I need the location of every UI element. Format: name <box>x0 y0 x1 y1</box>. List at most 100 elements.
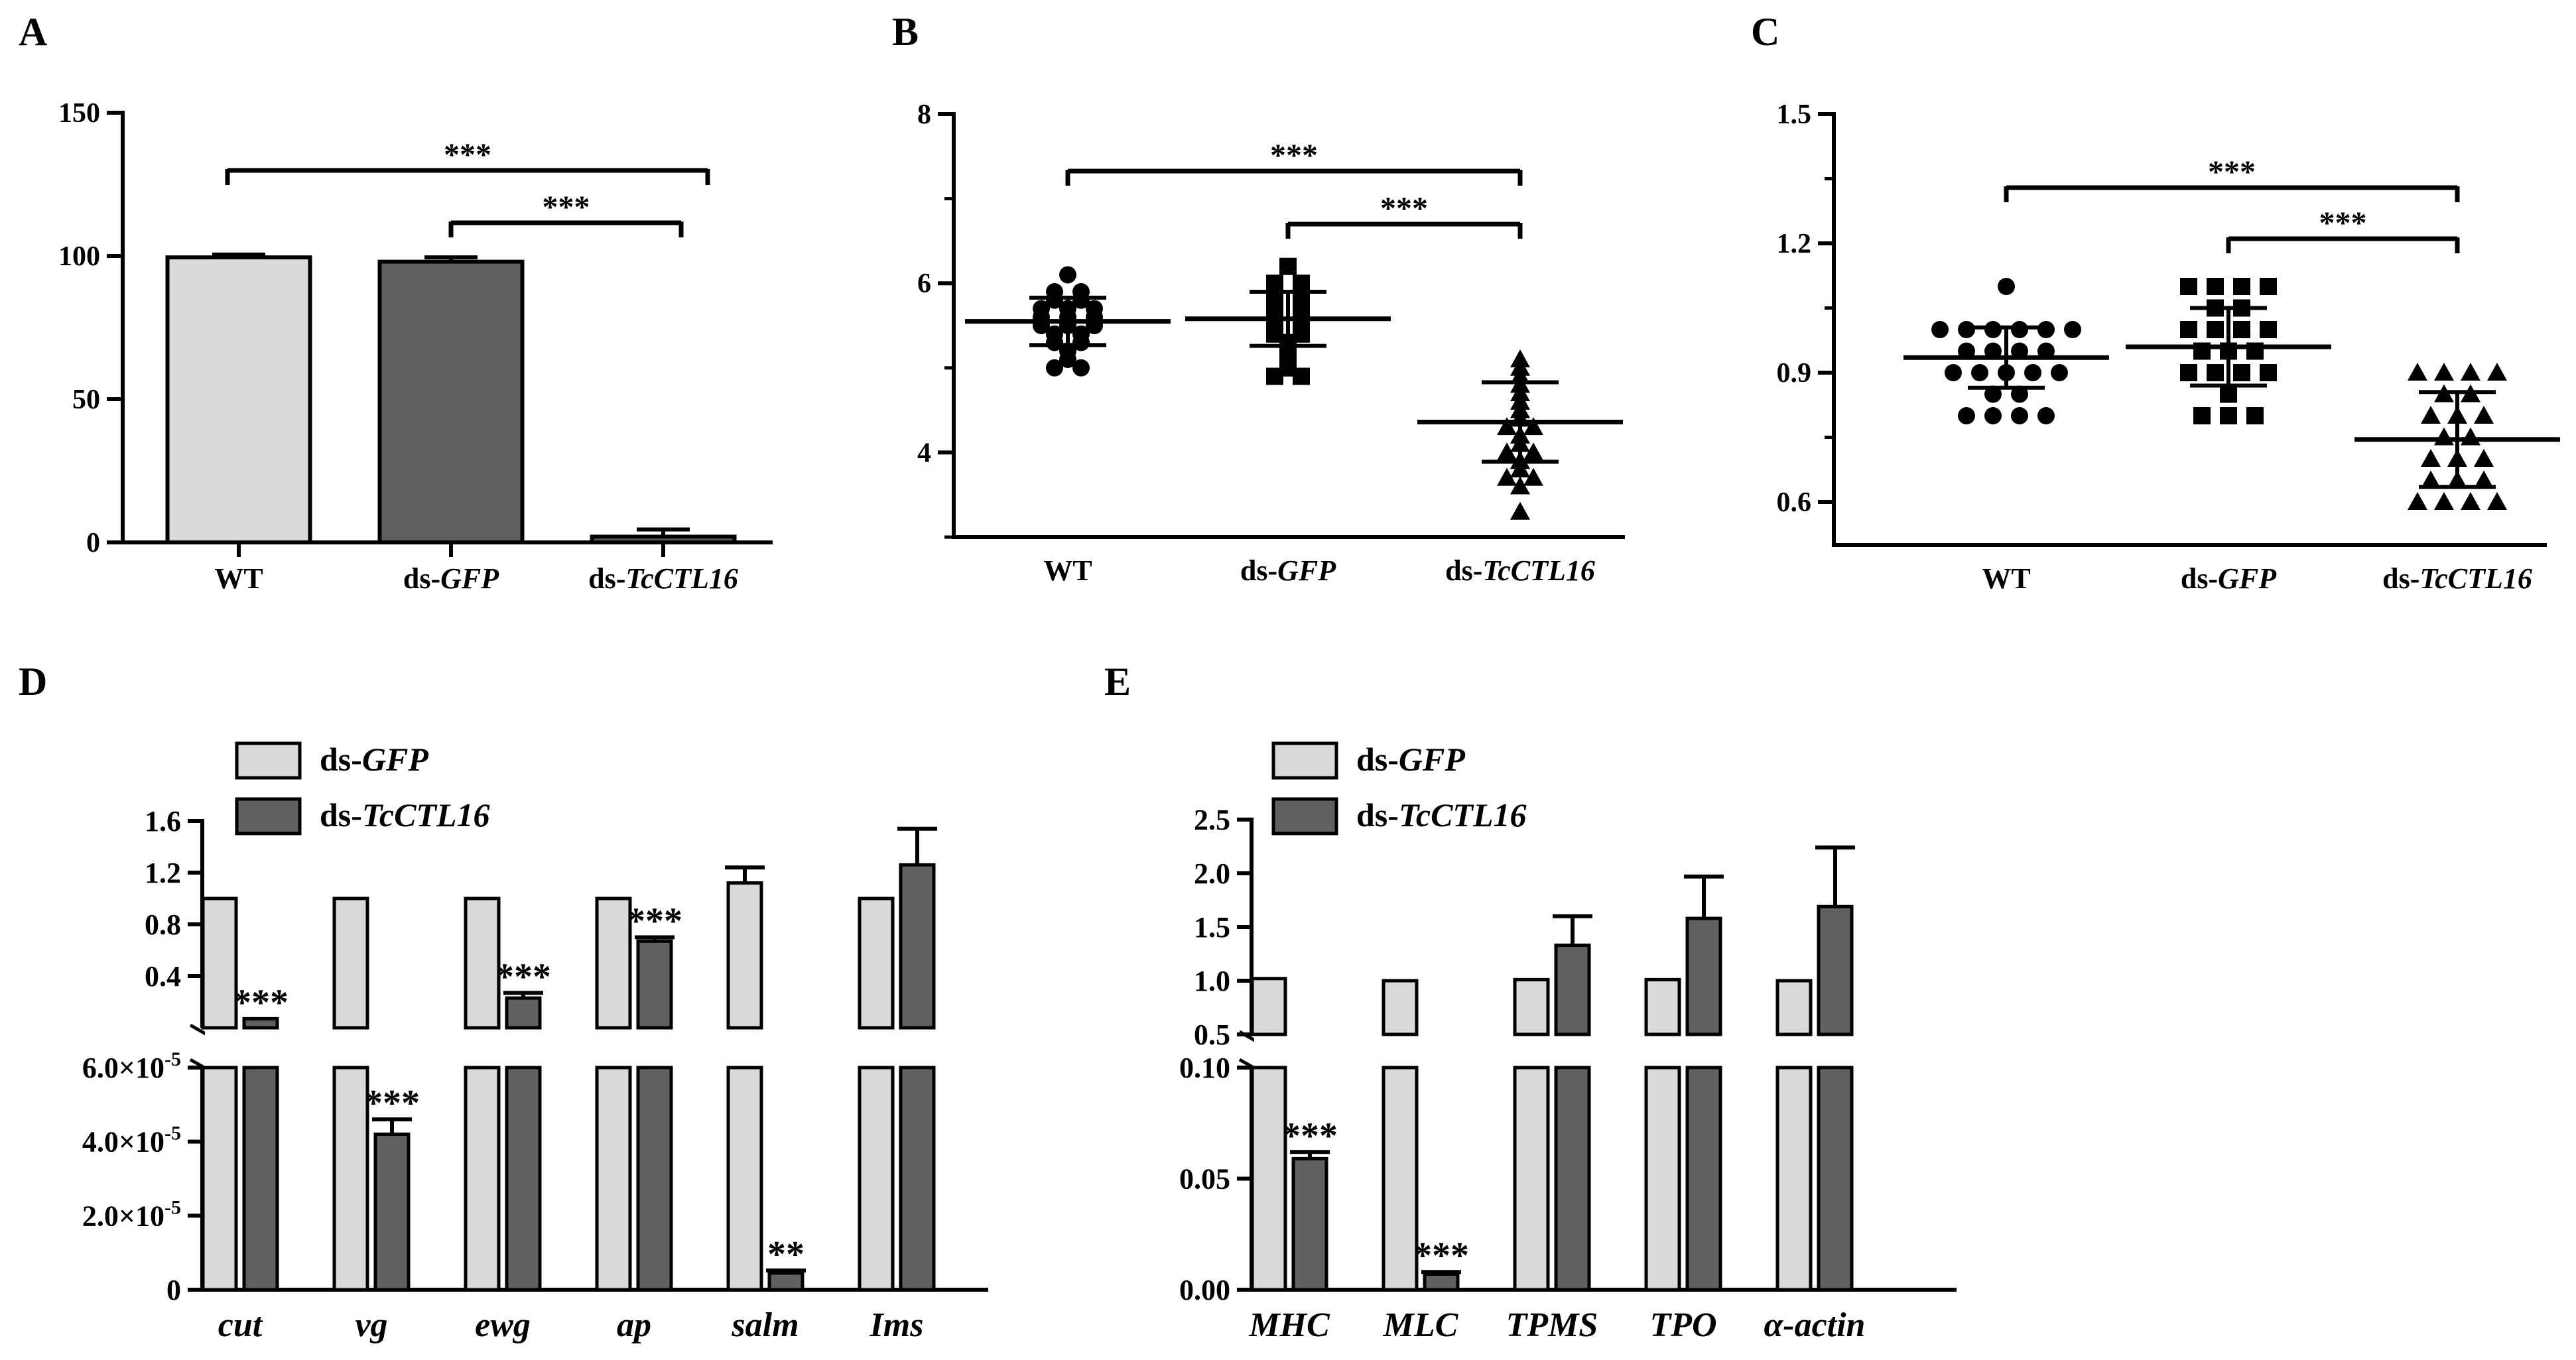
category-prefix: ds- <box>2181 562 2218 595</box>
panel-c-point-2-20 <box>2487 492 2507 510</box>
panel-b-significance-1-label: *** <box>1380 191 1428 226</box>
panel-d-bar-ds-gfp-1 <box>332 896 369 1030</box>
panel-a-x-tick-label: ds-GFP <box>403 562 499 595</box>
panel-b-point-2-18 <box>1510 476 1530 495</box>
panel-d-significance-1: *** <box>364 1083 420 1124</box>
category-prefix: ds- <box>403 562 440 595</box>
panel-c-point-0-19 <box>1984 407 2002 424</box>
panel-c-x-tick-label: ds-GFP <box>2181 562 2277 595</box>
panel-e-y-tick-label-upper: 0.5 <box>1194 1019 1230 1051</box>
panel-d-bar-ds-gfp-1-lower-segment <box>332 1066 369 1292</box>
panel-c-point-0-15 <box>2051 364 2068 381</box>
panel-c-point-1-6 <box>2180 321 2197 338</box>
panel-c-y-tick-label: 1.5 <box>1777 99 1812 130</box>
panel-c-point-1-14 <box>2207 364 2224 381</box>
panel-d-bar-ds-tcctl16-5 <box>899 863 936 1030</box>
panel-d-y-tick-label-lower: 2.0×10-5 <box>82 1196 181 1232</box>
panel-d-y-tick-label-lower: 0 <box>166 1274 181 1306</box>
panel-d-bar-ds-gfp-2-lower-segment <box>464 1066 501 1292</box>
category-gene: TcCTL16 <box>1482 554 1594 587</box>
panel-b-point-2-19 <box>1510 501 1530 520</box>
panel-b-point-2-13 <box>1523 442 1543 461</box>
panel-e-bar-ds-tcctl16-0 <box>1291 1156 1328 1292</box>
legend-prefix: ds- <box>1356 796 1399 834</box>
panel-a-bar-0 <box>165 255 312 544</box>
panel-c-point-2-6 <box>2421 406 2441 424</box>
panel-d-x-tick-label-3: ap <box>617 1306 651 1344</box>
panel-e-x-tick-label-3: TPO <box>1649 1306 1716 1344</box>
panel-d-significance-3: *** <box>627 901 682 942</box>
panel-d-legend-label-0: ds-GFP <box>320 741 428 778</box>
panel-c-point-0-18 <box>1958 407 1975 424</box>
panel-d-legend-swatch-0 <box>235 741 302 780</box>
panel-d-x-tick-label-5: Ims <box>869 1306 924 1344</box>
panel-b-y-tick-label: 4 <box>917 438 931 468</box>
panel-d-bar-ds-tcctl16-2 <box>505 996 542 1030</box>
panel-c-point-1-20 <box>2246 407 2264 424</box>
panel-e-bar-ds-gfp-3 <box>1644 977 1681 1036</box>
panel-e-bar-ds-gfp-2-lower-segment <box>1513 1066 1550 1292</box>
panel-c-significance-1-label: *** <box>2319 206 2367 241</box>
legend-gene: TcCTL16 <box>362 796 490 834</box>
panel-e-y-tick-label-upper: 2.5 <box>1194 804 1230 836</box>
panel-c-point-1-15 <box>2233 364 2250 381</box>
category-prefix: ds- <box>588 562 625 595</box>
panel-e-x-tick-label-4: α-actin <box>1764 1306 1866 1344</box>
panel-b-point-2-12 <box>1497 442 1517 461</box>
panel-e-x-tick-label-1: MLC <box>1383 1306 1459 1344</box>
panel-e-significance-0: *** <box>1282 1115 1338 1156</box>
panel-e-bar-ds-gfp-2 <box>1513 977 1550 1036</box>
panel-label-E: E <box>1104 660 1131 704</box>
panel-c-point-1-8 <box>2233 321 2250 338</box>
panel-b-point-1-19 <box>1266 367 1283 385</box>
panel-d-x-tick-label-1: vg <box>355 1306 387 1344</box>
tick-exponent: -5 <box>164 1123 181 1144</box>
category-gene: TcCTL16 <box>625 562 738 595</box>
panel-c-point-1-7 <box>2207 321 2224 338</box>
panel-b-point-2-8 <box>1497 417 1517 436</box>
panel-b-point-2-16 <box>1497 467 1517 486</box>
panel-b-point-0-20 <box>1046 359 1063 377</box>
panel-a-y-tick-label: 0 <box>86 528 100 558</box>
panel-d-bar-ds-tcctl16-4 <box>767 1271 805 1292</box>
panel-d-y-tick-label-upper: 1.2 <box>145 857 181 889</box>
panel-d-bar-ds-tcctl16-2-lower-segment <box>505 1066 542 1292</box>
panel-e-bar-ds-tcctl16-2-lower-segment <box>1554 1066 1591 1292</box>
panel-c-point-1-13 <box>2180 364 2197 381</box>
panel-b-point-2-17 <box>1523 467 1543 486</box>
panel-d-y-tick-label-upper: 0.8 <box>145 908 181 941</box>
panel-c-point-2-16 <box>2474 470 2494 489</box>
panel-c-point-2-3 <box>2487 363 2507 381</box>
panel-c-point-2-0 <box>2408 363 2427 381</box>
panel-b-point-0-19 <box>1059 351 1076 369</box>
panel-d-bar-ds-tcctl16-1 <box>373 1133 411 1292</box>
panel-c-y-tick-label: 1.2 <box>1777 229 1812 259</box>
panel-c-significance-0-label: *** <box>2208 155 2256 190</box>
legend-gene: TcCTL16 <box>1399 796 1527 834</box>
panel-a-bar-1 <box>377 259 525 544</box>
panel-e-x-tick-label-0: MHC <box>1248 1306 1330 1344</box>
category-gene: TcCTL16 <box>2419 562 2532 595</box>
panel-b-point-0-0 <box>1059 266 1076 284</box>
panel-c-point-0-14 <box>2024 364 2041 381</box>
panel-b-point-1-0 <box>1279 257 1297 275</box>
panel-e-axis-break-gap <box>1254 1036 1959 1066</box>
panel-a-significance-1-label: *** <box>543 190 590 225</box>
panel-c-point-1-3 <box>2260 278 2277 295</box>
panel-d-bar-ds-gfp-3 <box>595 896 632 1030</box>
panel-c-point-0-6 <box>2064 321 2081 338</box>
panel-d-x-tick-label-2: ewg <box>475 1306 531 1344</box>
panel-d-bar-ds-gfp-0 <box>201 896 238 1030</box>
panel-b-significance-0-label: *** <box>1270 138 1318 173</box>
panel-e-bar-ds-gfp-4-lower-segment <box>1775 1066 1813 1292</box>
panel-c-x-tick-label: WT <box>1982 562 2030 595</box>
panel-c-point-0-12 <box>1971 364 1988 381</box>
panel-b-x-tick-label: WT <box>1043 554 1092 587</box>
panel-e-bar-ds-gfp-1-lower-segment <box>1382 1066 1419 1292</box>
panel-c-y-tick-label: 0.9 <box>1777 358 1812 389</box>
tick-base: 0 <box>166 1274 181 1306</box>
panel-a-bar-2 <box>590 534 737 544</box>
category-prefix: WT <box>1043 554 1092 587</box>
panel-d-bar-ds-gfp-5 <box>858 896 895 1030</box>
